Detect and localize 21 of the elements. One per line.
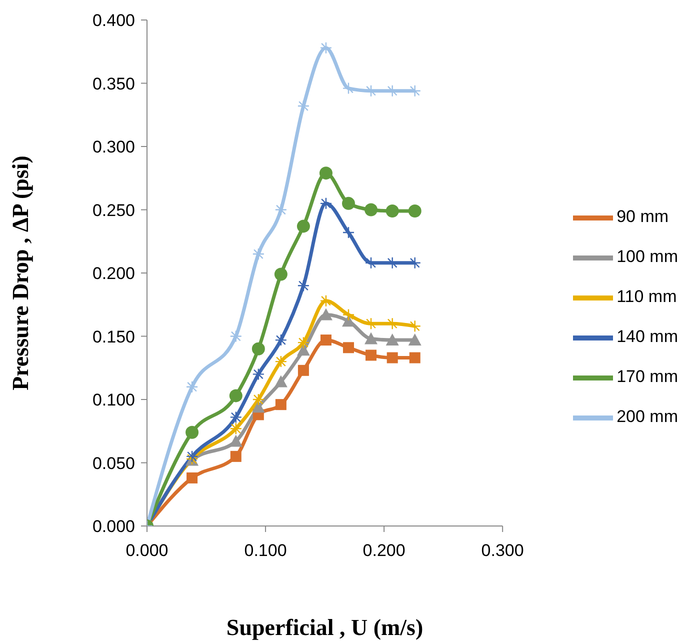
legend-label: 170 mm [616,366,678,386]
x-tick-label: 0.000 [126,541,168,560]
legend-label: 100 mm [616,246,678,266]
legend-label: 200 mm [616,406,678,426]
x-tick-label: 0.100 [244,541,287,560]
legend-label: 140 mm [616,326,678,346]
y-tick-label: 0.100 [92,390,135,410]
y-axis-title: Pressure Drop , ΔP (psi) [8,156,34,390]
y-tick-label: 0.400 [92,11,135,30]
y-tick-label: 0.300 [92,138,135,157]
x-tick-label: 0.200 [362,541,406,560]
y-tick-label: 0.000 [92,517,135,536]
legend-label: 90 mm [616,206,669,226]
y-tick-label: 0.050 [92,454,135,473]
x-tick-label: 0.300 [481,541,524,560]
x-axis-title: Superficial , U (m/s) [226,615,424,640]
legend-label: 110 mm [616,286,677,306]
y-tick-label: 0.350 [92,74,135,94]
y-tick-label: 0.250 [92,200,135,220]
y-tick-label: 0.150 [92,327,135,346]
y-tick-label: 0.200 [92,264,135,284]
